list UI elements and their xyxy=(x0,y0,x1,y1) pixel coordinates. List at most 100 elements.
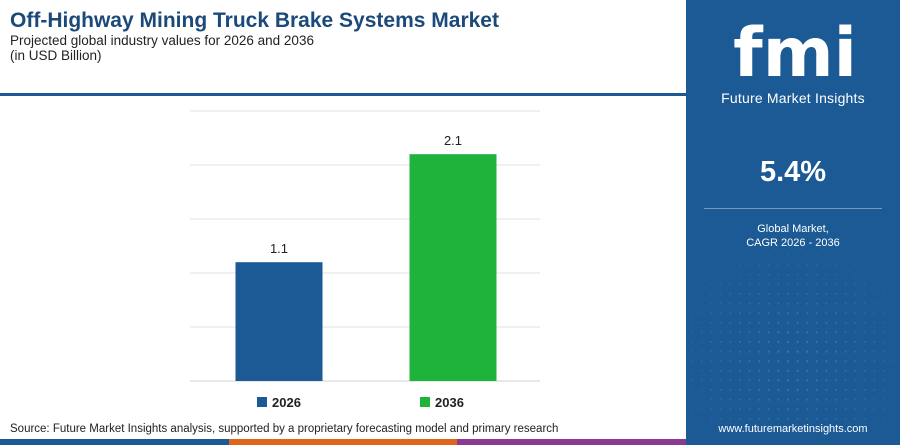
decorative-dot xyxy=(738,273,742,276)
decorative-dot xyxy=(844,360,847,363)
decorative-dot xyxy=(844,379,847,382)
legend-swatch-2026 xyxy=(257,397,267,407)
decorative-dot xyxy=(719,283,722,286)
strip-segment-blue xyxy=(0,439,229,445)
decorative-dot xyxy=(844,340,847,344)
decorative-dot xyxy=(777,408,780,411)
decorative-dot xyxy=(758,283,761,286)
decorative-dot xyxy=(700,321,703,324)
decorative-dot xyxy=(719,369,722,372)
decorative-dot xyxy=(806,417,809,420)
decorative-dot xyxy=(729,283,732,286)
decorative-dot xyxy=(834,302,838,305)
cagr-value: 5.4% xyxy=(759,156,827,188)
decorative-dot xyxy=(825,255,827,257)
decorative-dot xyxy=(834,388,838,392)
decorative-dot xyxy=(701,293,703,295)
decorative-dot xyxy=(844,417,847,420)
decorative-dot xyxy=(738,360,742,363)
decorative-dot xyxy=(882,369,886,372)
decorative-dot xyxy=(738,398,742,401)
decorative-dot xyxy=(758,350,761,353)
decorative-dot xyxy=(690,388,694,392)
decorative-dot xyxy=(786,312,790,315)
decorative-dot xyxy=(691,312,693,314)
decorative-dot xyxy=(815,292,818,296)
decorative-dot xyxy=(806,283,809,286)
decorative-dot xyxy=(691,418,693,420)
decorative-dot xyxy=(863,340,866,344)
decorative-dot xyxy=(691,408,693,410)
decorative-dot xyxy=(854,379,857,382)
decorative-dot xyxy=(815,379,818,382)
decorative-dot xyxy=(834,340,838,344)
decorative-dot xyxy=(767,388,770,392)
decorative-dot xyxy=(701,264,703,266)
decorative-dot xyxy=(758,388,761,392)
chart-unit: (in USD Billion) xyxy=(10,48,102,63)
decorative-dot xyxy=(806,398,809,401)
decorative-dot xyxy=(796,408,799,411)
decorative-dot xyxy=(748,360,751,363)
decorative-dot xyxy=(710,331,713,334)
decorative-dot xyxy=(729,264,731,266)
decorative-dot xyxy=(710,360,713,363)
data-label-2036: 2.1 xyxy=(444,133,462,148)
decorative-dot xyxy=(758,273,761,276)
decorative-dot xyxy=(834,408,838,411)
decorative-dot xyxy=(893,303,895,305)
decorative-dot xyxy=(700,379,703,382)
strip-segment-purple xyxy=(457,439,687,445)
decorative-dot xyxy=(854,417,857,420)
decorative-dot xyxy=(729,398,732,401)
decorative-dot xyxy=(796,331,799,334)
decorative-dot xyxy=(834,379,838,382)
decorative-dot xyxy=(825,312,828,315)
legend-swatch-2036 xyxy=(420,397,430,407)
decorative-dot xyxy=(767,369,770,372)
decorative-dot xyxy=(729,255,731,257)
decorative-dot xyxy=(758,408,761,411)
decorative-dot xyxy=(748,312,751,315)
decorative-dot xyxy=(748,321,751,324)
decorative-dot xyxy=(701,274,703,276)
decorative-dot xyxy=(738,417,742,420)
decorative-dot xyxy=(893,418,895,420)
decorative-dot-pattern xyxy=(690,254,895,420)
sidepanel-divider xyxy=(704,208,882,209)
decorative-dot xyxy=(892,331,895,334)
decorative-dot xyxy=(882,331,886,334)
decorative-dot xyxy=(873,350,876,353)
decorative-dot xyxy=(844,302,847,305)
decorative-dot xyxy=(825,273,828,276)
decorative-dot xyxy=(777,360,780,363)
decorative-dot xyxy=(806,321,809,324)
decorative-dot xyxy=(690,398,694,401)
decorative-dot xyxy=(767,331,770,334)
decorative-dot xyxy=(719,350,722,353)
decorative-dot xyxy=(777,321,780,324)
decorative-dot xyxy=(786,254,790,257)
decorative-dot xyxy=(854,340,857,344)
decorative-dot xyxy=(720,255,722,257)
decorative-dot xyxy=(892,369,895,372)
decorative-dot xyxy=(796,312,799,315)
decorative-dot xyxy=(825,331,828,334)
decorative-dot xyxy=(719,379,722,382)
decorative-dot xyxy=(882,408,886,411)
decorative-dot xyxy=(815,302,818,305)
decorative-dot xyxy=(719,388,722,392)
decorative-dot xyxy=(873,340,876,344)
decorative-dot xyxy=(777,379,780,382)
decorative-dot xyxy=(700,408,703,411)
decorative-dot xyxy=(815,312,818,315)
decorative-dot xyxy=(863,283,866,286)
chart-subtitle: Projected global industry values for 202… xyxy=(10,33,314,48)
decorative-dot xyxy=(873,408,876,411)
decorative-dot xyxy=(758,255,760,257)
decorative-dot xyxy=(844,350,847,353)
decorative-dot xyxy=(854,312,857,315)
decorative-dot xyxy=(844,369,847,372)
decorative-dot xyxy=(758,292,761,296)
decorative-dot xyxy=(710,417,713,420)
